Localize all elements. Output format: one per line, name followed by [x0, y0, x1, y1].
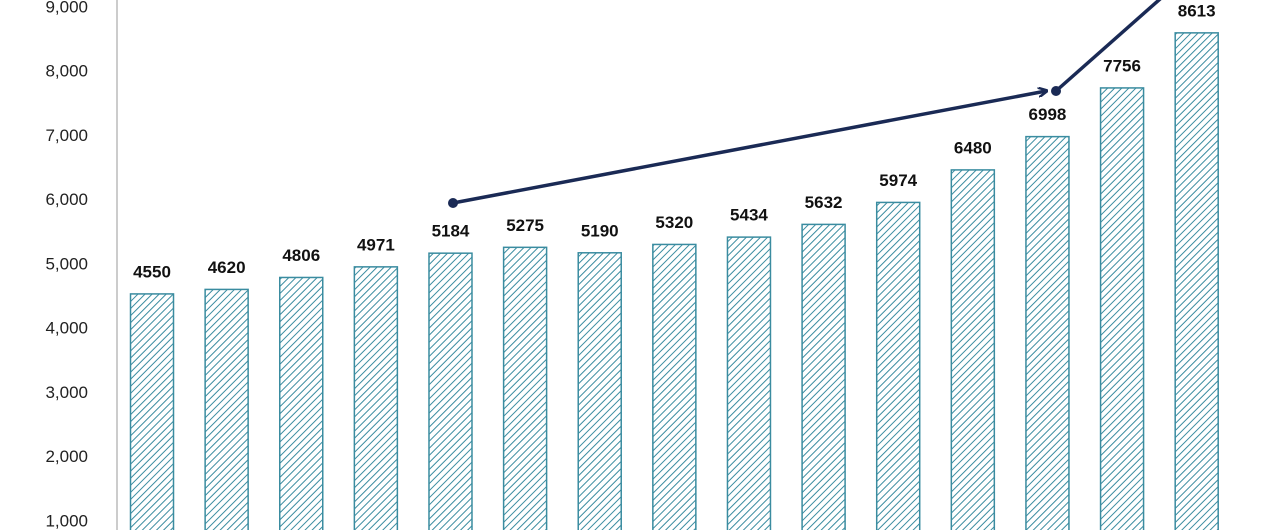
- data-label: 5320: [655, 213, 693, 232]
- bar: [950, 169, 996, 530]
- bar: [1174, 32, 1219, 530]
- bar: [577, 252, 622, 530]
- data-label: 4971: [357, 235, 395, 254]
- y-tick-label: 4,000: [45, 319, 88, 338]
- data-label: 4806: [282, 246, 320, 265]
- bar: [129, 293, 175, 530]
- y-tick-label: 3,000: [45, 383, 88, 402]
- bar: [652, 243, 697, 530]
- arrow: [452, 91, 1046, 205]
- bar: [279, 276, 324, 530]
- bar: [801, 223, 846, 530]
- bar: [353, 266, 399, 530]
- data-label: 6998: [1029, 105, 1067, 124]
- bar: [726, 236, 772, 530]
- bar: [428, 252, 473, 530]
- data-label: 8613: [1178, 1, 1216, 20]
- data-label: 4550: [133, 262, 171, 281]
- data-label: 4620: [208, 258, 246, 277]
- y-tick-label: 6,000: [45, 190, 88, 209]
- annotation-arrows: [448, 0, 1162, 208]
- data-label: 5632: [805, 193, 843, 212]
- data-label: 5434: [730, 206, 768, 225]
- y-tick-label: 5,000: [45, 254, 88, 273]
- bar: [1099, 87, 1145, 530]
- arrow: [1054, 0, 1162, 93]
- data-label: 5974: [879, 171, 917, 190]
- data-label: 5184: [432, 222, 470, 241]
- y-tick-label: 2,000: [45, 447, 88, 466]
- data-label: 6480: [954, 138, 992, 157]
- data-label: 5275: [506, 216, 544, 235]
- y-tick-label: 9,000: [45, 0, 88, 16]
- bar: [204, 288, 249, 530]
- bar: [502, 246, 548, 530]
- bar: [1025, 135, 1070, 530]
- data-label: 5190: [581, 221, 619, 240]
- bar: [875, 201, 921, 530]
- y-tick-label: 1,000: [45, 511, 88, 530]
- data-label: 7756: [1103, 56, 1141, 75]
- y-tick-label: 7,000: [45, 126, 88, 145]
- y-tick-label: 8,000: [45, 62, 88, 81]
